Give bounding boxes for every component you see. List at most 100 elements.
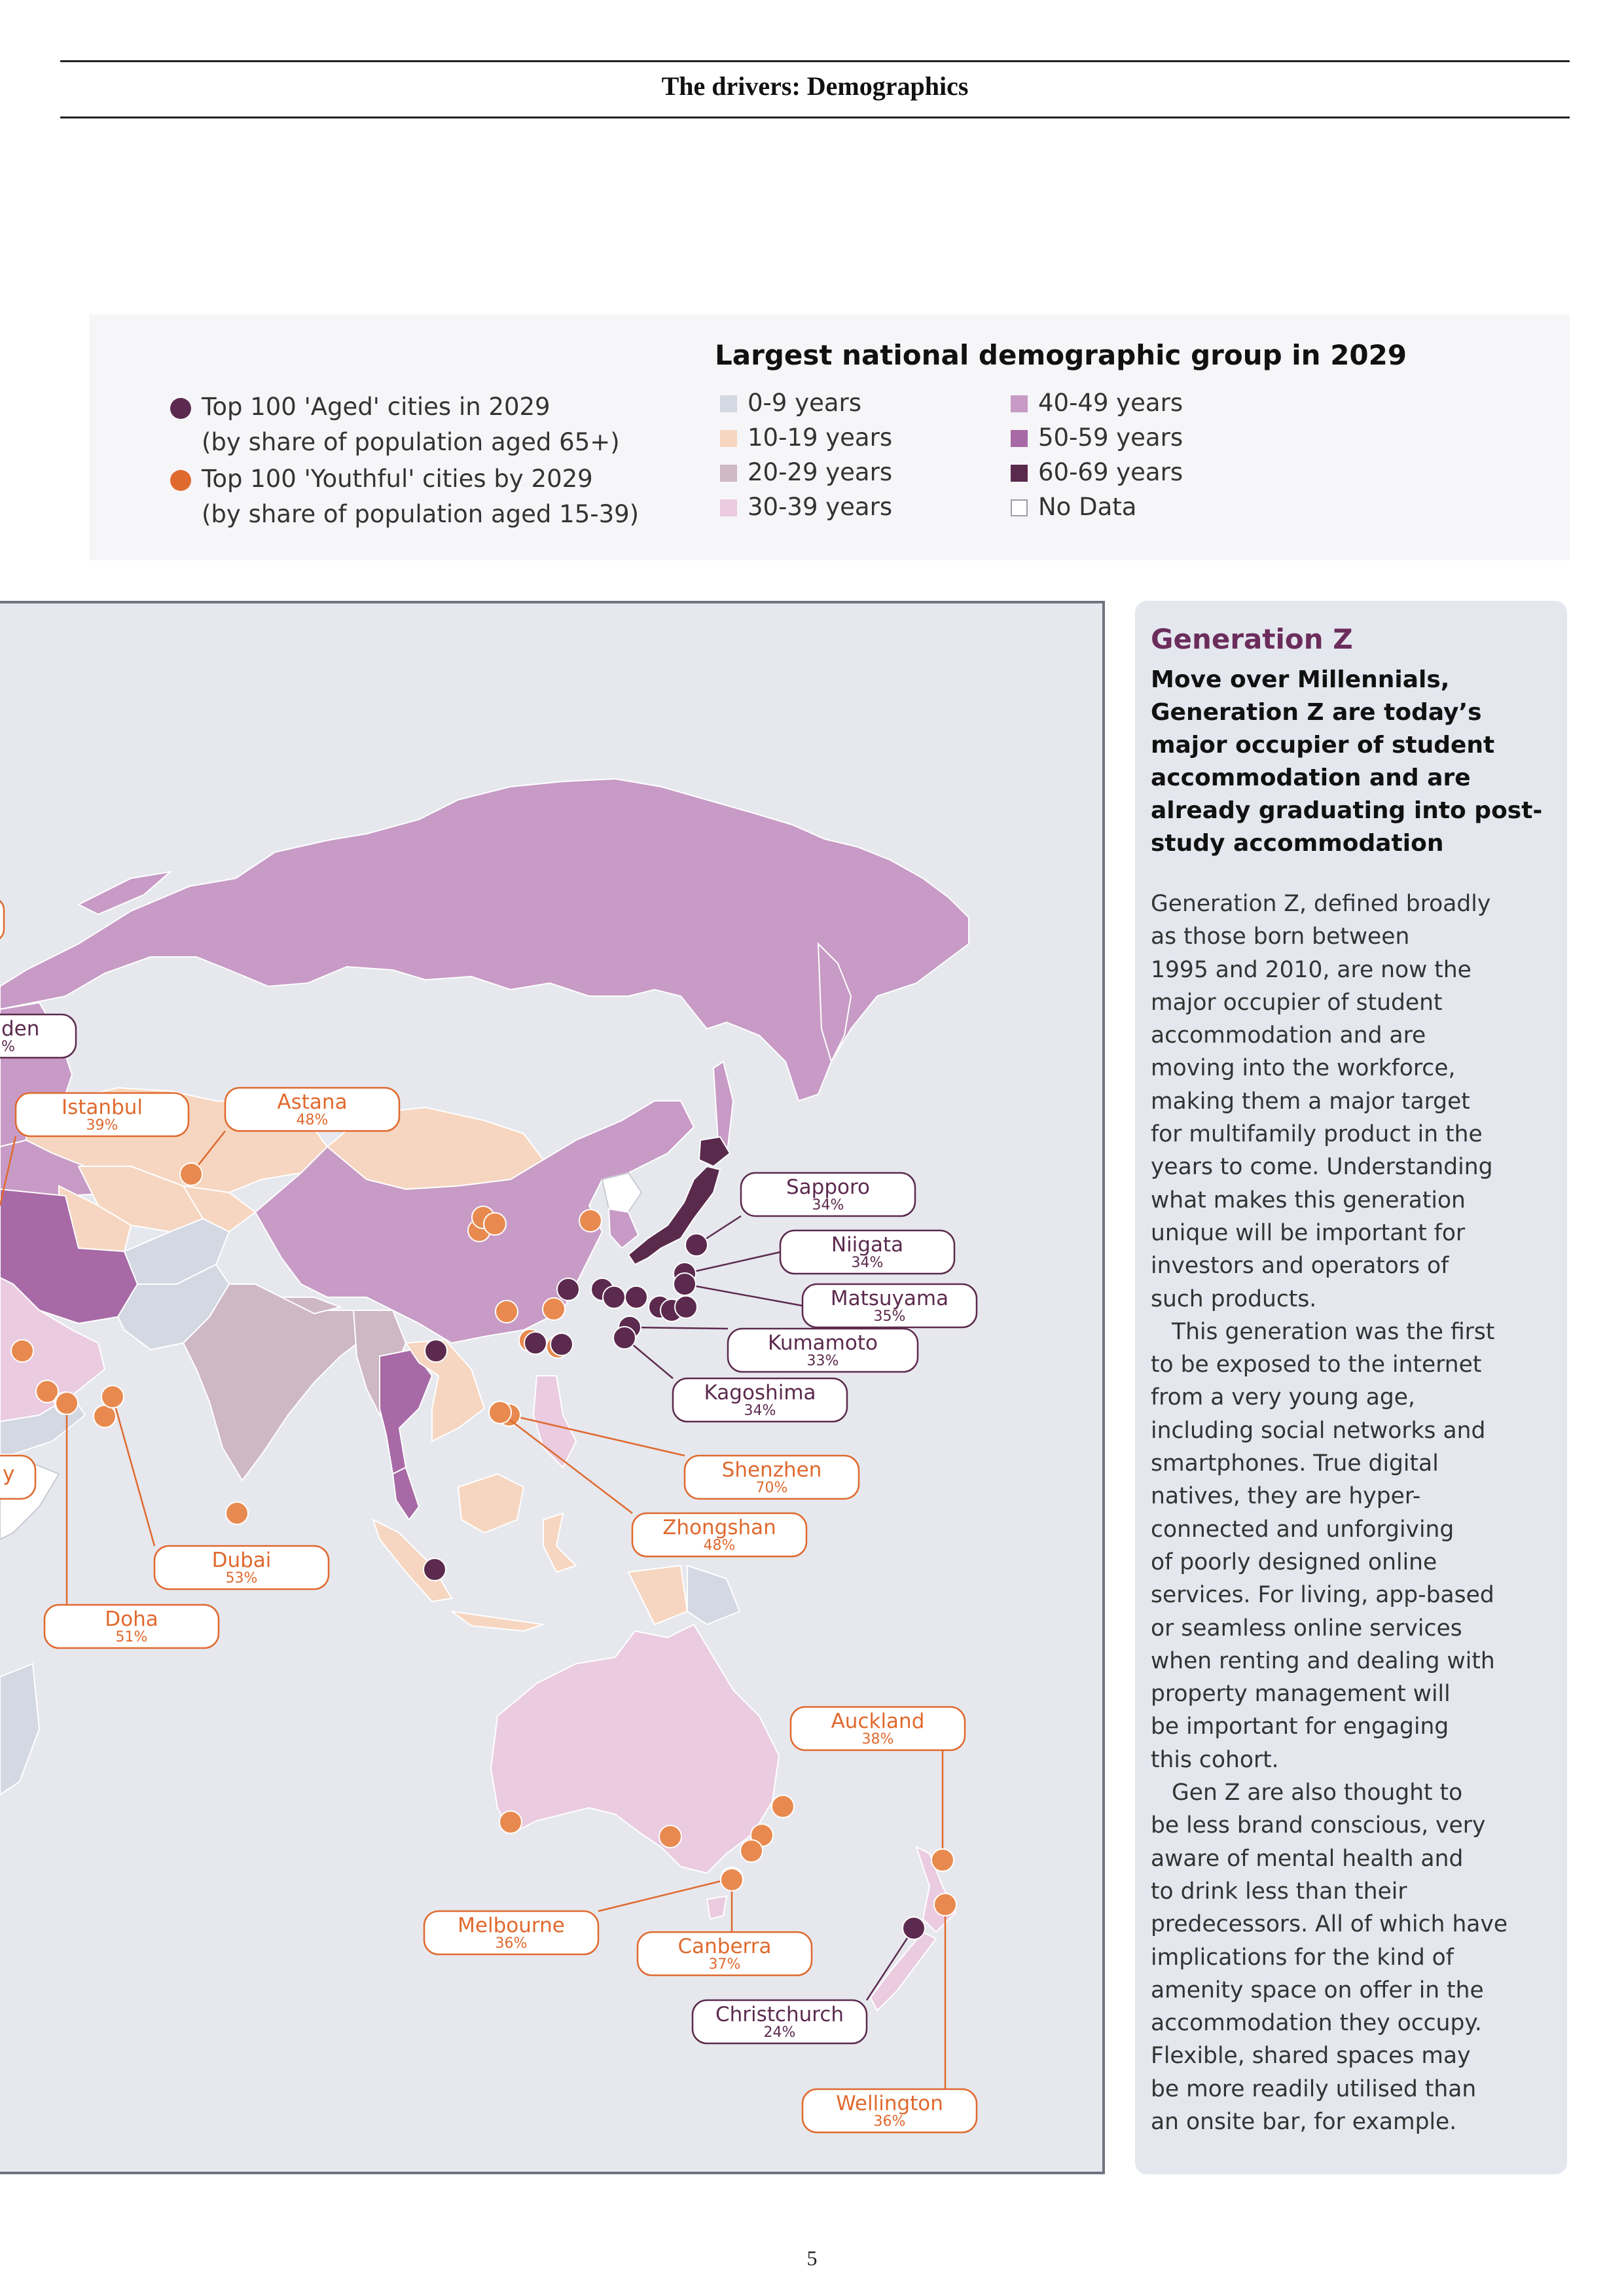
youthful-city-marker xyxy=(93,1405,117,1428)
city-label-christchurch: Christchurch xyxy=(715,2003,844,2026)
country-laos-vietnam xyxy=(405,1338,486,1443)
country-korea-north xyxy=(601,1172,643,1213)
legend-group-label: 10-19 years xyxy=(748,423,893,452)
city-pct-doha: 51% xyxy=(116,1629,148,1645)
city-label-box-wellington xyxy=(801,2088,978,2134)
country-indonesia-sumatra xyxy=(372,1518,453,1603)
generation-z-sidebar xyxy=(1135,601,1567,2174)
kamchatka xyxy=(817,942,852,1064)
japan-hokkaido xyxy=(698,1136,731,1168)
city-marker-astana xyxy=(179,1162,203,1186)
country-russia xyxy=(0,778,969,1102)
city-pct-wellington: 36% xyxy=(874,2113,906,2130)
country-png-east xyxy=(687,1564,741,1626)
sidebar-body-line: making them a major target xyxy=(1151,1088,1470,1115)
sidebar-body-line: aware of mental health and xyxy=(1151,1845,1464,1872)
city-label-auckland: Auckland xyxy=(831,1710,925,1733)
city-pct-niigata: 34% xyxy=(852,1255,884,1271)
sidebar-body-line: accommodation and are xyxy=(1151,1022,1426,1049)
city-label-melbourne: Melbourne xyxy=(458,1914,565,1937)
city-label-box-dubai xyxy=(153,1545,330,1590)
country-indonesia-borneo xyxy=(457,1473,525,1534)
legend-swatch-30-39-years xyxy=(720,499,737,516)
city-label-canberra: Canberra xyxy=(678,1935,772,1958)
city-pct-zhongshan: 48% xyxy=(704,1537,736,1554)
nz-south-island xyxy=(869,1931,937,2012)
city-label-zhongshan: Zhongshan xyxy=(662,1516,776,1539)
sidebar-body-line: services. For living, app-based xyxy=(1151,1582,1494,1609)
legend-group-label: 0-9 years xyxy=(748,389,862,417)
sidebar-body-line: natives, they are hyper- xyxy=(1151,1483,1421,1510)
legend-group-label: No Data xyxy=(1038,493,1137,521)
youthful-legend-sublabel: (by share of population aged 15-39) xyxy=(202,500,640,528)
city-pct-dubai: 53% xyxy=(226,1570,258,1587)
city-label-box-astana xyxy=(224,1086,401,1132)
map-frame: Istanbul 39% Astana 48% Sapporo 34% Niigata 34%… xyxy=(0,601,1105,2174)
island-novaya-zemlya xyxy=(77,870,173,916)
legend-swatch-20-29-years xyxy=(720,465,737,482)
city-pct-astana: 48% xyxy=(297,1112,329,1128)
aged-city-marker-icon xyxy=(170,398,191,419)
sidebar-body-line: implications for the kind of xyxy=(1151,1944,1454,1971)
tasmania xyxy=(706,1895,728,1920)
city-label-dubai: Dubai xyxy=(212,1549,272,1572)
sidebar-body-line: years to come. Understanding xyxy=(1151,1154,1493,1181)
legend-swatch-50-59-years xyxy=(1011,430,1028,447)
city-label-partial-2: y xyxy=(3,1462,14,1486)
legend-group-label: 50-59 years xyxy=(1038,423,1183,452)
city-label-box-niigata xyxy=(779,1229,956,1275)
city-label-box-partial-2 xyxy=(0,1454,37,1500)
country-png xyxy=(627,1564,689,1626)
city-label-box-matsuyama xyxy=(801,1283,978,1329)
youthful-city-marker xyxy=(225,1501,249,1525)
city-label-box-shenzhen xyxy=(683,1454,860,1500)
aged-city-marker xyxy=(524,1331,547,1355)
legend-swatch-0-9-years xyxy=(720,395,737,412)
city-pct-canberra: 37% xyxy=(709,1956,741,1973)
leader-line xyxy=(865,1928,915,2001)
country-australia xyxy=(490,1623,780,1874)
city-marker-auckland xyxy=(931,1848,954,1872)
city-label-box-zhongshan xyxy=(631,1512,808,1558)
sidebar-body-line: connected and unforgiving xyxy=(1151,1516,1454,1543)
sidebar-body-line: such products. xyxy=(1151,1285,1317,1312)
sidebar-body-line: be more readily utilised than xyxy=(1151,2075,1477,2102)
city-marker-sapporo xyxy=(685,1233,708,1257)
legend-swatch-40-49-years xyxy=(1011,395,1028,412)
city-marker-zhongshan xyxy=(488,1401,512,1424)
sidebar-body-line: or seamless online services xyxy=(1151,1615,1462,1641)
city-pct-shenzhen: 70% xyxy=(756,1480,788,1496)
youthful-city-marker xyxy=(771,1795,795,1818)
sidebar-body: Generation Z, defined broadly as those bo… xyxy=(1151,888,1557,2138)
youthful-city-marker xyxy=(659,1825,682,1848)
youthful-city-marker xyxy=(740,1839,763,1863)
sidebar-body-line: smartphones. True digital xyxy=(1151,1450,1439,1477)
city-pct-sapporo: 34% xyxy=(812,1197,844,1213)
sidebar-body-line: be less brand conscious, very xyxy=(1151,1812,1486,1839)
city-label-wellington: Wellington xyxy=(836,2092,943,2115)
city-pct-matsuyama: 35% xyxy=(874,1308,906,1325)
sidebar-body-line: an onsite bar, for example. xyxy=(1151,2108,1457,2135)
aged-legend-label: Top 100 'Aged' cities in 2029 xyxy=(202,393,550,421)
aged-city-marker xyxy=(556,1278,580,1301)
city-label-niigata: Niigata xyxy=(831,1233,903,1257)
city-label-shenzhen: Shenzhen xyxy=(722,1458,822,1482)
country-thailand xyxy=(379,1348,433,1475)
leader-line xyxy=(111,1396,156,1547)
aged-legend-sublabel: (by share of population aged 65+) xyxy=(202,428,620,456)
sidebar-lead: Move over Millennials, Generation Z are … xyxy=(1151,666,1543,857)
leader-line xyxy=(629,1326,729,1330)
legend-group-label: 20-29 years xyxy=(748,458,893,486)
aged-city-marker xyxy=(424,1339,448,1363)
legend-panel xyxy=(89,314,1570,560)
island-sakhalin xyxy=(712,1060,734,1155)
city-label-box-kagoshima xyxy=(672,1377,848,1423)
leader-line xyxy=(684,1251,781,1275)
city-label-kagoshima: Kagoshima xyxy=(704,1381,816,1405)
aged-city-marker xyxy=(550,1333,573,1356)
sidebar-body-line: as those born between xyxy=(1151,924,1410,950)
leader-line xyxy=(0,1136,17,1206)
city-label-box-canberra xyxy=(636,1931,813,1977)
city-label-doha: Doha xyxy=(105,1607,158,1631)
legend-group-label: 60-69 years xyxy=(1038,458,1183,486)
